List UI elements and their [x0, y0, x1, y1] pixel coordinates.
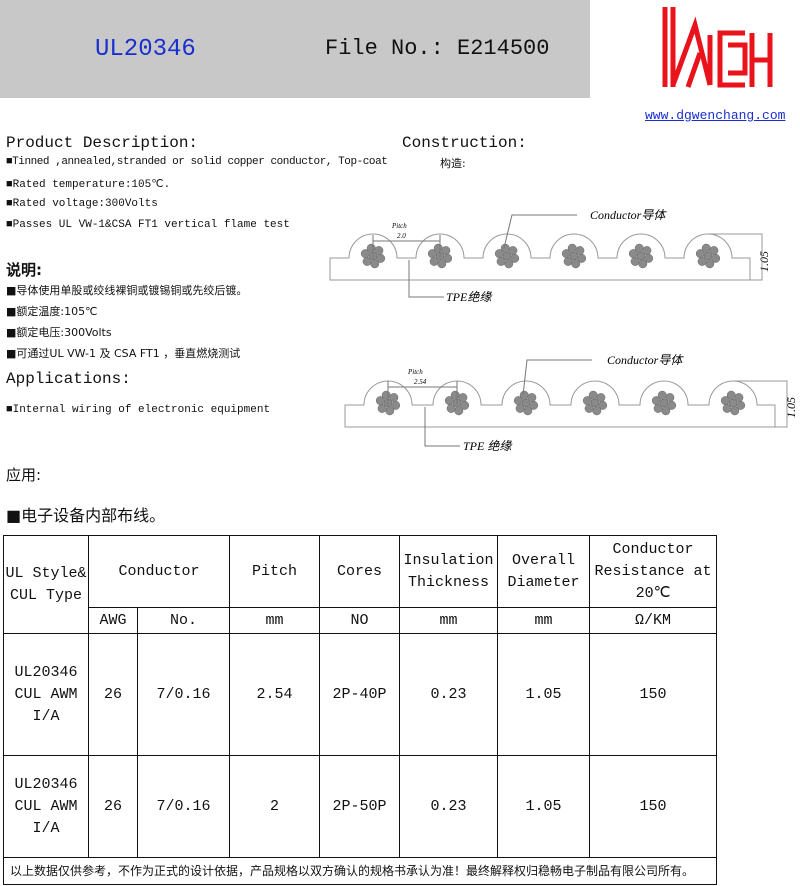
conductor-strand-bundle — [651, 390, 677, 416]
header-pitch: Pitch — [229, 535, 320, 608]
header-resistance: Conductor Resistance at 20℃ — [589, 535, 717, 608]
height-dimension-line — [733, 380, 788, 428]
cell-resistance: 150 — [589, 633, 717, 756]
cell-cores: 2P-40P — [319, 633, 400, 756]
construction-subtitle: 构造: — [440, 157, 466, 170]
file-number: File No.: E214500 — [325, 36, 550, 61]
unit-no: No. — [137, 607, 230, 634]
cell-no: 7/0.16 — [137, 633, 230, 756]
cell-insulation: 0.23 — [399, 755, 498, 858]
header-cores: Cores — [319, 535, 400, 608]
cell-diameter: 1.05 — [497, 755, 590, 858]
spec-table: UL Style& CUL Type Conductor Pitch Cores… — [3, 535, 717, 885]
insulation-label: TPE 绝缘 — [463, 439, 513, 453]
cell-style: UL20346 CUL AWM I/A — [3, 633, 89, 756]
description-cn-title: 说明: — [6, 261, 42, 279]
cell-style: UL20346 CUL AWM I/A — [3, 755, 89, 858]
description-item: ■Rated temperature:105℃. — [6, 179, 171, 191]
conductor-strand-bundle — [582, 390, 608, 416]
cell-cores: 2P-50P — [319, 755, 400, 858]
description-item: ■Rated voltage:300Volts — [6, 198, 158, 210]
table-row: UL20346 CUL AWM I/A 26 7/0.16 2 2P-50P 0… — [3, 755, 717, 858]
website-link[interactable]: www.dgwenchang.com — [645, 108, 786, 123]
table-footer-note: 以上数据仅供参考，不作为正式的设计依据，产品规格以双方确认的规格书承认为准！最终… — [3, 857, 717, 885]
applications-item: ■Internal wiring of electronic equipment — [6, 404, 271, 416]
description-cn-item: ■可通过UL VW-1 及 CSA FT1 ，垂直燃烧测试 — [6, 347, 241, 360]
conductor-leader-line — [503, 214, 577, 249]
applications-cn-title: 应用: — [6, 466, 42, 484]
conductor-strand-bundle — [375, 390, 401, 416]
construction-title: Construction: — [402, 134, 527, 152]
cable-diagram-pitch-2: Pitch 2.0 Conductor导体 TPE绝缘 1.05 — [329, 208, 771, 304]
conductor-strand-bundle — [720, 390, 746, 416]
conductor-strand-bundle — [444, 390, 470, 416]
company-logo — [662, 7, 773, 88]
cell-insulation: 0.23 — [399, 633, 498, 756]
conductor-leader-line — [522, 359, 592, 396]
pitch-label: Pitch — [407, 368, 423, 376]
conductor-strand-bundle — [695, 243, 721, 269]
cable-diagram-pitch-2-54: Pitch 2.54 Conductor导体 TPE 绝缘 1.05 — [344, 353, 798, 453]
description-item: ■Passes UL VW-1&CSA FT1 vertical flame t… — [6, 219, 290, 231]
unit-insulation: mm — [399, 607, 498, 634]
conductor-strand-bundle — [628, 243, 654, 269]
applications-title: Applications: — [6, 370, 131, 388]
conductor-strand-bundle — [513, 390, 539, 416]
title-banner — [0, 0, 590, 98]
unit-awg: AWG — [88, 607, 138, 634]
conductor-strand-bundle — [561, 243, 587, 269]
product-description-title: Product Description: — [6, 134, 199, 152]
pitch-label: Pitch — [391, 222, 407, 230]
header-insulation: Insulation Thickness — [399, 535, 498, 608]
height-dimension-line — [708, 233, 763, 281]
header-diameter: Overall Diameter — [497, 535, 590, 608]
insulation-label: TPE绝缘 — [446, 290, 493, 304]
model-title: UL20346 — [95, 36, 196, 63]
applications-cn-item: ■电子设备内部布线。 — [6, 506, 166, 525]
cell-resistance: 150 — [589, 755, 717, 858]
cell-pitch: 2 — [229, 755, 320, 858]
insulation-leader-line — [408, 260, 444, 298]
insulation-outline — [329, 233, 751, 281]
description-cn-item: ■额定温度:105℃ — [6, 305, 98, 318]
description-cn-item: ■导体使用单股或绞线裸铜或镀锡铜或先绞后镀。 — [6, 284, 248, 297]
cell-no: 7/0.16 — [137, 755, 230, 858]
header-style: UL Style& CUL Type — [3, 535, 89, 634]
unit-diameter: mm — [497, 607, 590, 634]
insulation-outline — [344, 380, 776, 428]
conductor-strand-bundle — [494, 243, 520, 269]
unit-pitch: mm — [229, 607, 320, 634]
pitch-value: 2.0 — [397, 232, 406, 240]
cell-awg: 26 — [88, 633, 138, 756]
description-cn-item: ■额定电压:300Volts — [6, 326, 112, 339]
pitch-dimension-line — [372, 235, 441, 258]
table-row: UL20346 CUL AWM I/A 26 7/0.16 2.54 2P-40… — [3, 633, 717, 756]
conductor-label: Conductor导体 — [607, 353, 684, 367]
height-label: 1.05 — [757, 251, 771, 272]
insulation-leader-line — [424, 407, 460, 447]
conductor-label: Conductor导体 — [590, 208, 667, 222]
pitch-dimension-line — [387, 381, 458, 405]
unit-cores: NO — [319, 607, 400, 634]
cell-awg: 26 — [88, 755, 138, 858]
cell-pitch: 2.54 — [229, 633, 320, 756]
cell-diameter: 1.05 — [497, 633, 590, 756]
construction-diagrams: Pitch 2.0 Conductor导体 TPE绝缘 1.05 Pitch 2… — [329, 208, 798, 453]
height-label: 1.05 — [784, 397, 798, 418]
pitch-value: 2.54 — [414, 378, 427, 386]
unit-resistance: Ω/KM — [589, 607, 717, 634]
header-conductor: Conductor — [88, 535, 230, 608]
description-item: ■Tinned ,annealed,stranded or solid copp… — [6, 156, 388, 168]
